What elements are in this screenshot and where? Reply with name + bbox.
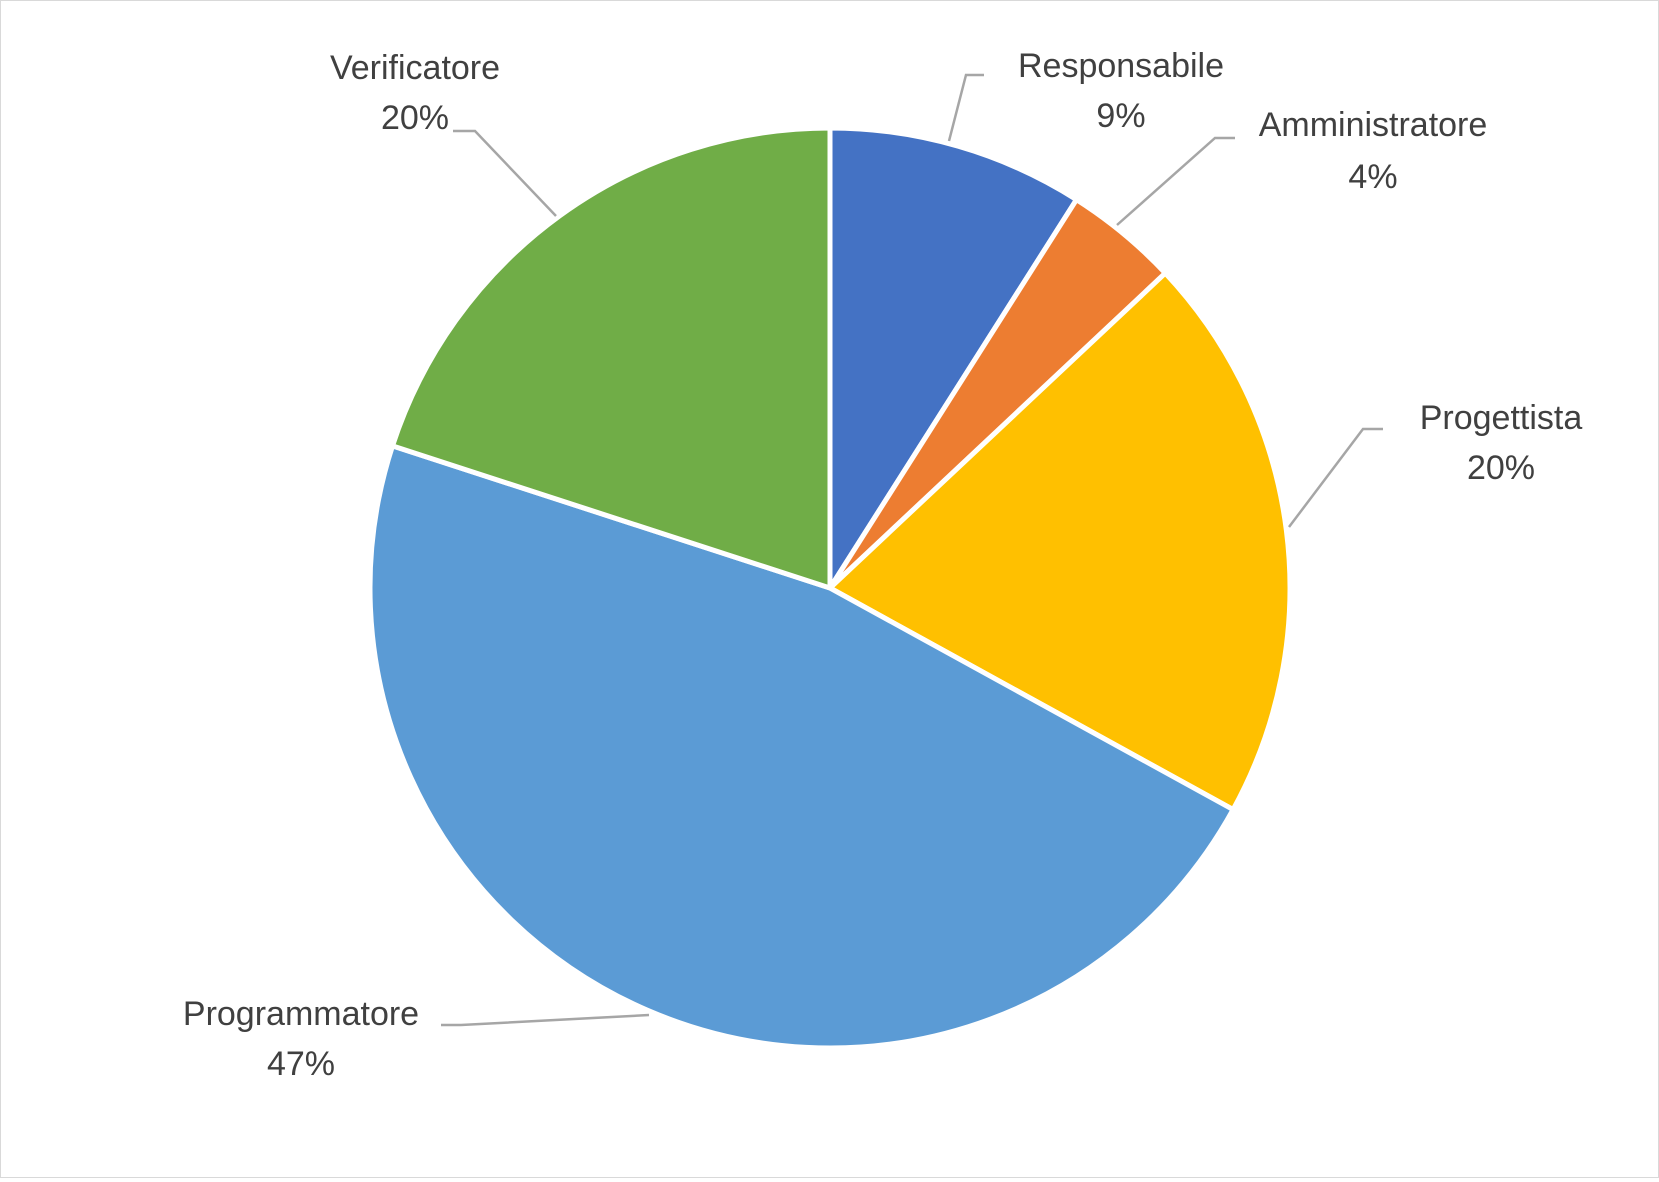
leader-line-verificatore <box>453 129 557 217</box>
leader-line-amministratore <box>1116 136 1235 226</box>
leader-line-programmatore <box>441 1013 650 1027</box>
labels-layer: Responsabile 9% Amministratore 4% Progettist… <box>183 47 1582 1083</box>
slice-value-programmatore: 47% <box>267 1045 335 1083</box>
slices-layer <box>367 125 1293 1051</box>
leader-line-progettista <box>1288 427 1383 528</box>
pie-slice-programmatore <box>367 443 1236 1051</box>
slice-label-responsabile: Responsabile <box>1018 47 1224 85</box>
slice-value-amministratore: 4% <box>1348 158 1397 196</box>
slice-label-progettista: Progettista <box>1420 399 1583 437</box>
slice-label-amministratore: Amministratore <box>1259 106 1488 144</box>
slice-value-responsabile: 9% <box>1096 97 1145 135</box>
pie-slice-verificatore <box>390 125 833 591</box>
slice-value-progettista: 20% <box>1467 449 1535 487</box>
slice-value-verificatore: 20% <box>381 99 449 137</box>
slice-label-programmatore: Programmatore <box>183 995 419 1033</box>
slice-label-verificatore: Verificatore <box>330 49 500 87</box>
pie-slice-responsabile <box>827 125 1079 591</box>
pie-slice-progettista <box>827 270 1293 813</box>
leader-lines-layer <box>441 73 1383 1027</box>
leader-line-responsabile <box>947 73 984 142</box>
